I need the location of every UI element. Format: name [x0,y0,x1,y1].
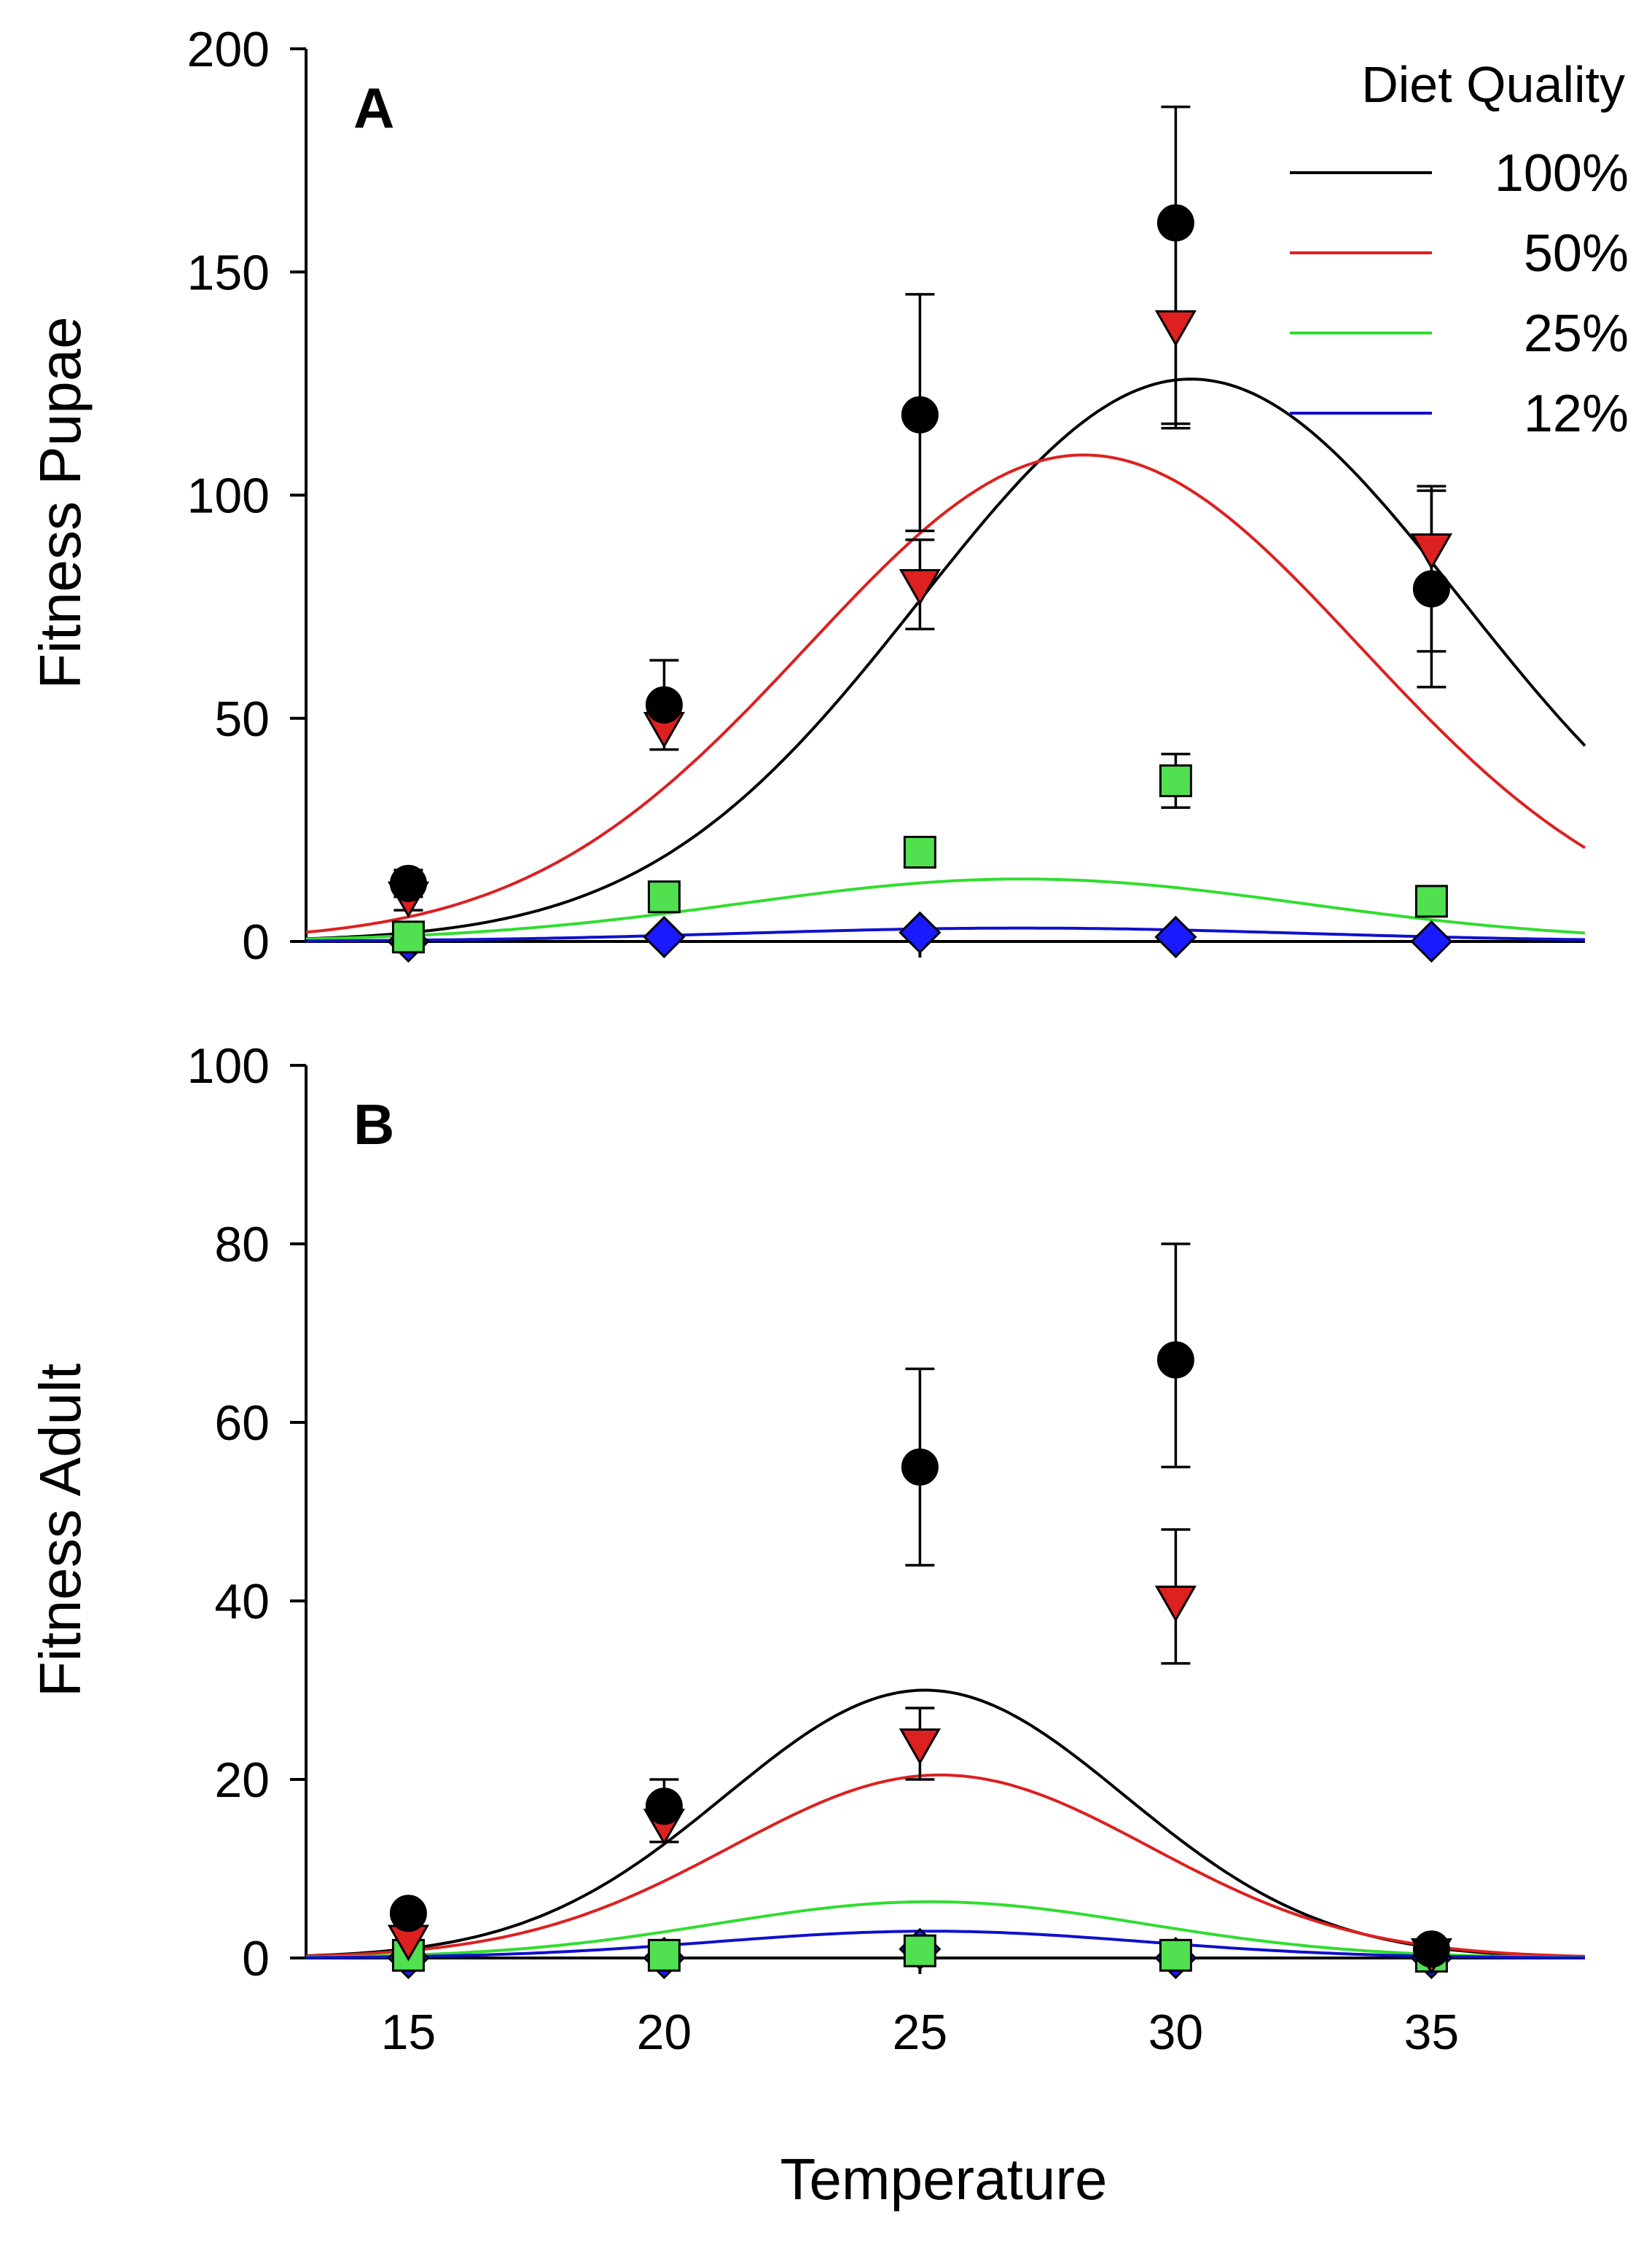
data-point-100pct [1156,1341,1194,1379]
y-tick-label: 100 [187,469,270,524]
data-point-100pct [389,864,427,902]
panel-label-b: B [353,1092,394,1156]
y-tick-label: 150 [187,245,270,300]
fit-curve-25pct [305,1900,1586,1959]
fit-curve-12pct [305,1930,1585,1959]
fit-curve-100pct [305,377,1586,941]
y-tick-label: 20 [214,1752,270,1808]
data-point-12pct [899,911,942,954]
fit-curve-12pct [305,926,1586,943]
x-tick-label: 20 [637,2005,692,2060]
y-tick-label: 80 [214,1217,270,1272]
data-point-100pct [645,686,683,724]
data-point-100pct [901,396,939,434]
y-tick-label: 40 [214,1574,270,1629]
x-tick-label: 30 [1148,2005,1204,2060]
y-tick-label: 60 [214,1395,270,1451]
x-tick-label: 35 [1404,2005,1460,2060]
data-point-25pct [647,880,681,914]
fit-curve-25pct [305,877,1586,941]
data-point-25pct [647,1938,681,1972]
x-tick-label: 25 [893,2005,948,2060]
panel-label-a: A [353,76,394,140]
data-point-25pct [1414,885,1448,918]
y-axis-label-a: Fitness Pupae [28,316,93,689]
data-point-12pct [1410,920,1453,963]
data-point-100pct [389,1895,427,1932]
fit-curve-100pct [305,1688,1586,1959]
data-point-25pct [903,836,936,869]
y-tick-label: 100 [187,1038,270,1094]
data-point-50pct [1154,310,1197,347]
data-point-25pct [1159,1938,1192,1972]
data-point-25pct [1159,764,1192,797]
data-point-100pct [1156,204,1194,242]
fit-curve-50pct [305,453,1586,934]
x-tick-label: 15 [381,2005,437,2060]
data-point-12pct [1154,915,1197,958]
data-point-100pct [901,1448,939,1486]
x-axis-label: Temperature [780,2147,1107,2212]
legend-label-50pct: 50% [1524,224,1629,283]
y-tick-label: 50 [214,692,270,747]
data-point-50pct [1410,533,1452,571]
y-tick-label: 0 [242,1931,270,1986]
y-tick-label: 0 [242,915,270,970]
data-point-100pct [1412,570,1450,608]
data-point-100pct [1412,1930,1450,1968]
legend-label-100pct: 100% [1495,144,1629,203]
legend-title: Diet Quality [1361,56,1625,113]
legend-label-12pct: 12% [1524,385,1629,443]
panel-a: A Fitness Pupae 0 50 100 150 200 [28,22,1586,970]
legend: Diet Quality 100% 50% 25% 12% [1290,56,1629,443]
data-point-50pct [899,1728,941,1766]
data-point-50pct [899,569,941,606]
data-point-50pct [1154,1586,1197,1623]
fit-curve-50pct [305,1773,1586,1958]
data-point-25pct [903,1934,936,1967]
panel-b: B Fitness Adult Temperature 0 20 40 60 80 100… [28,1038,1586,2212]
data-point-25pct [391,920,425,954]
data-point-12pct [643,915,686,958]
y-tick-label: 200 [187,22,270,77]
y-axis-label-b: Fitness Adult [28,1363,93,1697]
legend-label-25pct: 25% [1524,305,1629,363]
data-point-100pct [645,1787,683,1825]
